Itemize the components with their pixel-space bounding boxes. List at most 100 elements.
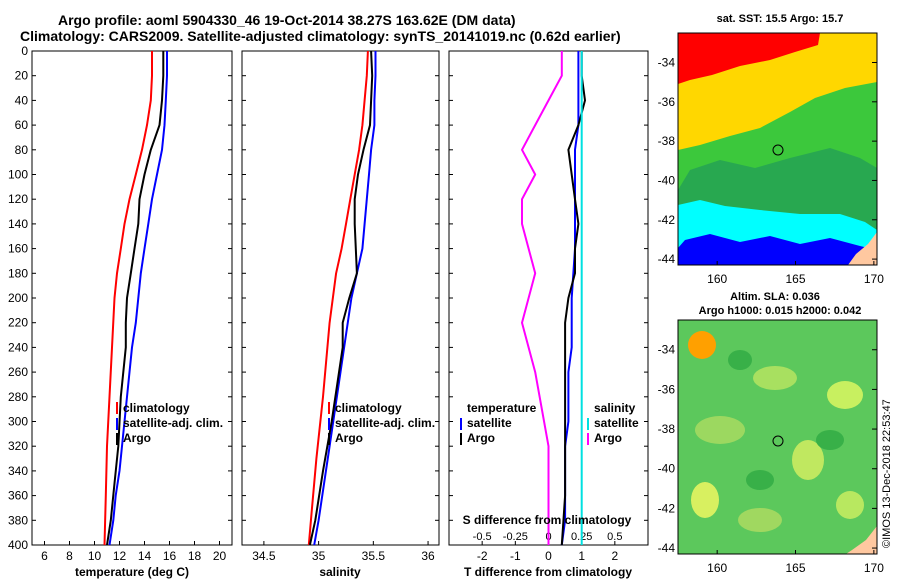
- sst-map-frame: [677, 32, 878, 266]
- x2-tick-label: 0.5: [607, 531, 622, 543]
- t-difference-xlabel: T difference from climatology: [464, 565, 632, 579]
- depth-tick-label: 320: [8, 439, 28, 453]
- lon-tick-label: 160: [707, 272, 727, 286]
- x-tick-label: 0: [545, 549, 552, 563]
- depth-tick-label: 340: [8, 464, 28, 478]
- s-difference-xlabel: S difference from climatology: [463, 513, 632, 527]
- x-tick-label: 10: [88, 549, 102, 563]
- sst-argo-marker: [772, 144, 784, 156]
- temperature-xlabel: temperature (deg C): [75, 565, 189, 579]
- x-tick-label: 6: [41, 549, 48, 563]
- x-tick-label: 20: [213, 549, 227, 563]
- sla-blob: [738, 508, 782, 532]
- lon-tick-label: 165: [786, 272, 806, 286]
- lat-tick-label: -38: [658, 134, 676, 148]
- temperature-legend: climatology satellite-adj. clim. Argo: [116, 401, 223, 445]
- depth-tick-label: 160: [8, 242, 28, 256]
- sla-low-blob: [746, 470, 774, 490]
- depth-tick-label: 60: [15, 118, 29, 132]
- legend-salinity-heading: salinity: [594, 401, 636, 415]
- sla-map-title-2: Argo h1000: 0.015 h2000: 0.042: [698, 305, 862, 317]
- series-line-argo: [106, 51, 165, 546]
- series-line-s-argo: [521, 51, 563, 545]
- salinity-panel: 34.5 35 35.5 36: [252, 50, 435, 563]
- sla-blob: [836, 491, 864, 519]
- sla-blob: [753, 366, 797, 390]
- title-line-1: Argo profile: aoml 5904330_46 19-Oct-201…: [58, 12, 516, 28]
- lat-tick-label: -36: [658, 95, 676, 109]
- salinity-panel-frame: [241, 50, 440, 546]
- legend-climatology-label: climatology: [123, 401, 190, 415]
- sla-blob: [691, 482, 719, 518]
- depth-tick-label: 400: [8, 538, 28, 552]
- lat-tick-label: -38: [658, 422, 676, 436]
- sla-blob: [695, 416, 745, 444]
- lat-tick-label: -40: [658, 173, 676, 187]
- x-tick-label: 16: [163, 549, 177, 563]
- series-line-t-argo: [560, 51, 586, 546]
- sla-low-blob: [728, 350, 752, 370]
- depth-tick-label: 0: [21, 44, 28, 58]
- lat-tick-label: -42: [658, 213, 676, 227]
- lat-tick-label: -36: [658, 382, 676, 396]
- x-tick-label: 1: [578, 549, 585, 563]
- depth-tick-label: 120: [8, 192, 28, 206]
- legend-s-satellite-label: satellite: [594, 416, 639, 430]
- lat-tick-label: -34: [658, 343, 676, 357]
- x-tick-label: -2: [477, 549, 488, 563]
- depth-tick-label: 20: [15, 69, 29, 83]
- legend-satellite-label: satellite-adj. clim.: [335, 416, 435, 430]
- depth-tick-label: 80: [15, 143, 29, 157]
- depth-tick-label: 220: [8, 316, 28, 330]
- x-tick-label: 8: [66, 549, 73, 563]
- x2-tick-label: -0.25: [503, 531, 528, 543]
- title-line-2: Climatology: CARS2009. Satellite-adjuste…: [20, 28, 621, 44]
- sla-land: [846, 526, 877, 554]
- depth-tick-label: 380: [8, 513, 28, 527]
- map-axes: -34 -36 -38 -40 -42 -44 160 165 170 -34 -36 -38 -40 -…: [658, 55, 885, 575]
- salinity-legend: climatology satellite-adj. clim. Argo: [328, 401, 435, 445]
- depth-tick-label: 240: [8, 340, 28, 354]
- sla-map: [677, 319, 878, 555]
- x2-tick-label: -0.5: [473, 531, 492, 543]
- sst-map-title: sat. SST: 15.5 Argo: 15.7: [716, 13, 844, 25]
- depth-tick-label: 280: [8, 390, 28, 404]
- lat-tick-label: -34: [658, 55, 676, 69]
- difference-legend: temperature satellite Argo salinity sate…: [460, 401, 639, 445]
- series-line-satellite-adj-clim-: [108, 51, 168, 546]
- sla-map-frame: [677, 319, 878, 555]
- sst-coldest-region: [678, 234, 877, 265]
- depth-tick-label: 200: [8, 291, 28, 305]
- lat-tick-label: -44: [658, 541, 676, 555]
- lon-tick-label: 170: [864, 561, 884, 575]
- depth-tick-label: 180: [8, 266, 28, 280]
- series-line-satellite-adj-clim-: [313, 51, 377, 546]
- legend-t-argo-label: Argo: [467, 431, 495, 445]
- legend-temperature-heading: temperature: [467, 401, 537, 415]
- lon-tick-label: 165: [786, 561, 806, 575]
- x-tick-label: 18: [188, 549, 202, 563]
- sla-low-blob: [816, 430, 844, 450]
- x-tick-label: 35.5: [362, 549, 386, 563]
- x-tick-label: -1: [510, 549, 521, 563]
- legend-s-argo-label: Argo: [594, 431, 622, 445]
- depth-axis: 0 20 40 60 80 100 120 140 160 180 200 220 240 260 280 3…: [8, 44, 648, 552]
- x-tick-label: 2: [611, 549, 618, 563]
- imos-credit: ©IMOS 13-Dec-2018 22:53:47: [881, 399, 893, 548]
- depth-tick-label: 40: [15, 93, 29, 107]
- legend-argo-label: Argo: [335, 431, 363, 445]
- temperature-panel-frame: [31, 50, 233, 546]
- depth-tick-label: 100: [8, 168, 28, 182]
- depth-tick-label: 300: [8, 415, 28, 429]
- lon-tick-label: 170: [864, 272, 884, 286]
- x-tick-label: 36: [421, 549, 435, 563]
- x-tick-label: 12: [113, 549, 127, 563]
- x-tick-label: 34.5: [252, 549, 276, 563]
- series-line-argo: [308, 50, 374, 546]
- sla-argo-marker: [772, 435, 784, 447]
- salinity-xlabel: salinity: [319, 565, 361, 579]
- sst-hot-region: [678, 33, 820, 84]
- lon-tick-label: 160: [707, 561, 727, 575]
- legend-climatology-label: climatology: [335, 401, 402, 415]
- series-line-climatology: [103, 51, 153, 546]
